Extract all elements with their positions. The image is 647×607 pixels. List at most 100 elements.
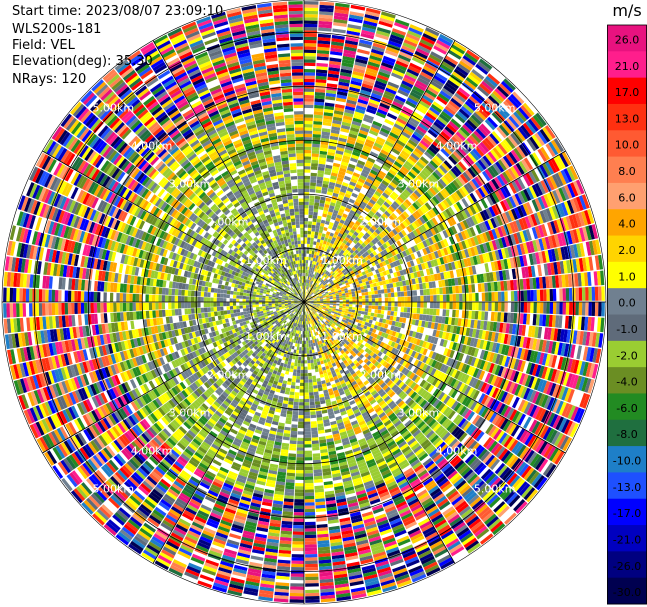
velocity-cell (508, 494, 521, 508)
velocity-cell (300, 376, 304, 380)
velocity-cell (430, 322, 435, 329)
velocity-cell (242, 308, 247, 312)
velocity-cell (289, 592, 304, 597)
velocity-cell (369, 351, 375, 357)
velocity-cell (491, 413, 501, 425)
velocity-cell (217, 315, 222, 321)
velocity-cell (519, 348, 526, 360)
velocity-cell (454, 334, 460, 343)
velocity-cell (409, 401, 417, 410)
velocity-cell (446, 357, 452, 366)
velocity-cell (498, 448, 509, 460)
velocity-cell (552, 384, 560, 398)
velocity-cell (399, 317, 404, 323)
velocity-cell (370, 332, 375, 337)
velocity-cell (491, 302, 495, 312)
velocity-cell (384, 323, 389, 329)
velocity-cell (503, 490, 516, 503)
velocity-cell (305, 579, 319, 584)
velocity-cell (543, 327, 549, 340)
velocity-cell (546, 397, 555, 411)
velocity-cell (356, 337, 361, 342)
velocity-cell (347, 313, 351, 317)
velocity-cell (296, 372, 301, 377)
velocity-cell (304, 508, 315, 513)
velocity-cell (492, 400, 500, 412)
velocity-cell (501, 488, 514, 501)
velocity-cell (468, 310, 472, 319)
velocity-cell (572, 330, 578, 344)
velocity-cell (304, 392, 309, 396)
velocity-cell (397, 333, 403, 339)
velocity-cell (398, 339, 404, 345)
velocity-cell (129, 311, 134, 321)
velocity-cell (460, 449, 470, 460)
velocity-cell (587, 379, 595, 394)
velocity-cell (304, 389, 309, 393)
velocity-cell (395, 379, 403, 386)
velocity-cell (465, 327, 471, 337)
velocity-cell (434, 412, 443, 421)
velocity-cell (519, 446, 530, 459)
velocity-cell (531, 326, 536, 338)
velocity-cell (343, 315, 348, 319)
velocity-cell (226, 310, 231, 315)
velocity-cell (295, 473, 304, 477)
velocity-cell (367, 349, 373, 355)
velocity-cell (504, 302, 508, 312)
velocity-cell (378, 331, 383, 336)
velocity-cell (445, 366, 452, 375)
velocity-cell (518, 483, 531, 496)
velocity-cell (503, 392, 511, 404)
velocity-cell (569, 423, 579, 438)
velocity-cell (309, 392, 314, 396)
velocity-cell (573, 407, 582, 422)
velocity-cell (384, 306, 388, 311)
velocity-cell (524, 450, 535, 463)
velocity-cell (510, 425, 520, 437)
velocity-cell (312, 453, 321, 458)
velocity-cell (542, 426, 552, 441)
velocity-cell (585, 302, 589, 316)
velocity-cell (530, 302, 534, 314)
velocity-cell (306, 347, 310, 351)
velocity-cell (555, 315, 560, 328)
velocity-cell (428, 315, 433, 322)
velocity-cell (505, 454, 516, 467)
velocity-cell (304, 444, 312, 448)
velocity-cell (349, 317, 354, 321)
velocity-cell (313, 310, 317, 313)
velocity-cell (533, 475, 545, 489)
velocity-cell (329, 315, 333, 319)
velocity-cell (555, 416, 565, 431)
velocity-cell (486, 397, 495, 408)
velocity-cell (306, 343, 309, 348)
velocity-cell (294, 492, 304, 497)
velocity-cell (458, 382, 466, 392)
velocity-cell (413, 307, 418, 314)
velocity-cell (304, 382, 309, 387)
velocity-cell (344, 332, 349, 337)
velocity-cell (327, 311, 332, 314)
velocity-cell (509, 475, 521, 488)
velocity-cell (439, 429, 449, 439)
velocity-cell (506, 407, 515, 420)
velocity-cell (379, 318, 384, 323)
velocity-cell (485, 438, 496, 450)
velocity-cell (439, 363, 446, 372)
velocity-cell (546, 446, 557, 460)
velocity-cell (513, 499, 526, 512)
velocity-cell (304, 512, 316, 516)
velocity-cell (217, 311, 221, 316)
velocity-cell (554, 450, 565, 465)
velocity-cell (354, 349, 360, 355)
velocity-cell (405, 397, 413, 405)
velocity-cell (456, 404, 465, 414)
velocity-cell (306, 304, 309, 307)
velocity-cell (321, 315, 325, 319)
velocity-cell (230, 309, 234, 314)
velocity-cell (293, 518, 304, 522)
velocity-cell (386, 379, 393, 387)
velocity-cell (550, 328, 555, 341)
velocity-cell (310, 308, 314, 312)
